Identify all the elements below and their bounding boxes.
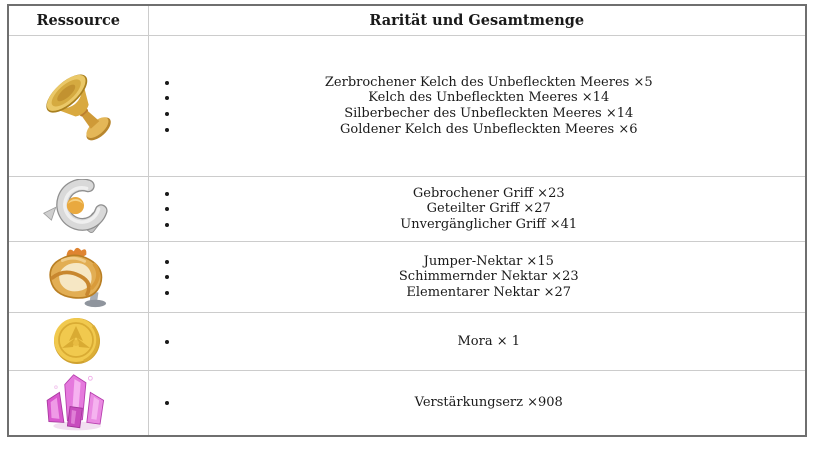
table-row-nectar: Jumper-Nektar ×15 Schimmernder Nektar ×2…	[7, 241, 807, 313]
hilt-icon	[34, 179, 122, 234]
resource-icon-cell	[7, 241, 149, 313]
item-list: Mora × 1	[149, 334, 800, 350]
header-resource: Ressource	[7, 4, 149, 36]
list-item: Jumper-Nektar ×15	[179, 254, 800, 270]
rarity-list-cell: Zerbrochener Kelch des Unbefleckten Meer…	[147, 35, 807, 177]
page: Ressource Rarität und Gesamtmenge	[0, 0, 813, 437]
header-row: Ressource Rarität und Gesamtmenge	[7, 4, 807, 36]
list-item: Mora × 1	[179, 334, 800, 350]
item-list: Zerbrochener Kelch des Unbefleckten Meer…	[149, 75, 800, 137]
goblet-icon	[34, 74, 122, 141]
list-item: Zerbrochener Kelch des Unbefleckten Meer…	[179, 75, 800, 91]
resource-icon-cell	[7, 176, 149, 242]
resource-icon-cell	[7, 312, 149, 371]
item-list: Jumper-Nektar ×15 Schimmernder Nektar ×2…	[149, 254, 800, 301]
item-list: Verstärkungserz ×908	[149, 395, 800, 411]
enhancement-ore-icon	[38, 374, 118, 431]
resource-icon-cell	[7, 35, 149, 177]
mora-coin-icon	[48, 317, 108, 364]
table-row-goblets: Zerbrochener Kelch des Unbefleckten Meer…	[7, 35, 807, 177]
table-row-ore: Verstärkungserz ×908	[7, 370, 807, 437]
list-item: Kelch des Unbefleckten Meeres ×14	[179, 90, 800, 106]
rarity-list-cell: Gebrochener Griff ×23 Geteilter Griff ×2…	[147, 176, 807, 242]
item-list: Gebrochener Griff ×23 Geteilter Griff ×2…	[149, 186, 800, 233]
rarity-list-cell: Jumper-Nektar ×15 Schimmernder Nektar ×2…	[147, 241, 807, 313]
list-item: Elementarer Nektar ×27	[179, 285, 800, 301]
list-item: Unvergänglicher Griff ×41	[179, 217, 800, 233]
header-rarity: Rarität und Gesamtmenge	[147, 4, 807, 36]
resource-table: Ressource Rarität und Gesamtmenge	[7, 4, 807, 437]
rarity-list-cell: Verstärkungserz ×908	[147, 370, 807, 437]
list-item: Gebrochener Griff ×23	[179, 186, 800, 202]
nectar-icon	[34, 247, 122, 308]
list-item: Schimmernder Nektar ×23	[179, 269, 800, 285]
list-item: Goldener Kelch des Unbefleckten Meeres ×…	[179, 122, 800, 138]
table-row-hilts: Gebrochener Griff ×23 Geteilter Griff ×2…	[7, 176, 807, 242]
list-item: Silberbecher des Unbefleckten Meeres ×14	[179, 106, 800, 122]
rarity-list-cell: Mora × 1	[147, 312, 807, 371]
list-item: Verstärkungserz ×908	[179, 395, 800, 411]
table-row-mora: Mora × 1	[7, 312, 807, 371]
resource-icon-cell	[7, 370, 149, 437]
list-item: Geteilter Griff ×27	[179, 201, 800, 217]
